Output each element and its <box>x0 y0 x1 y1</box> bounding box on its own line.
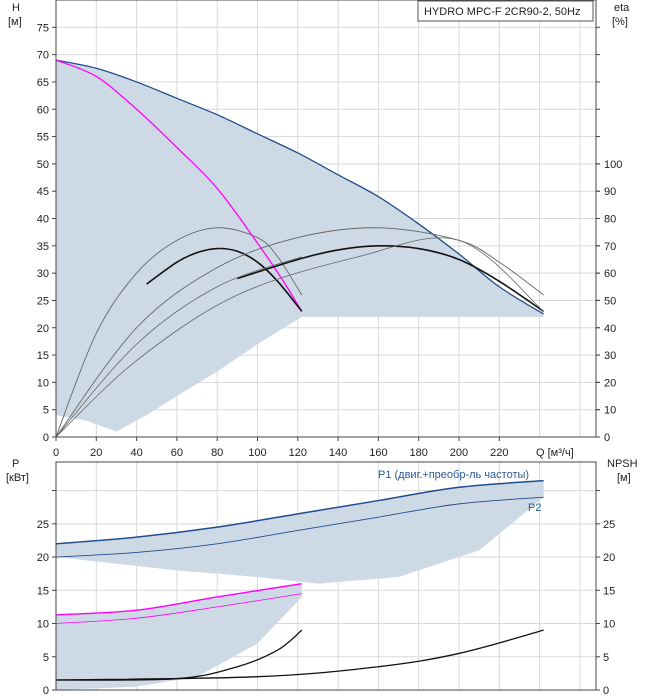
y-tick-label: 10 <box>37 619 49 631</box>
series-p1 <box>55 479 544 545</box>
y-tick-label: 70 <box>37 50 49 62</box>
y-tick-label: 15 <box>37 585 49 597</box>
y-tick-label: 5 <box>43 405 49 417</box>
y-tick-label: 20 <box>37 323 49 335</box>
y2-tick-label: 5 <box>603 652 609 664</box>
series-npsh-1 <box>55 629 303 681</box>
y2-tick-label: 30 <box>604 350 616 362</box>
y-tick-label: 40 <box>37 214 49 226</box>
series-eta-low-1 <box>55 256 302 438</box>
y2-tick-label: 20 <box>604 377 616 389</box>
y-tick-label: 25 <box>37 519 49 531</box>
chart-title: HYDRO MPC-F 2CR90-2, 50Hz <box>424 6 580 18</box>
y-tick-label: 75 <box>37 22 49 34</box>
y2-tick-label: 10 <box>604 405 616 417</box>
y-tick-label: 30 <box>37 268 49 280</box>
x-tick-label: 0 <box>53 447 59 459</box>
y2-tick-label: 40 <box>604 323 616 335</box>
y2-unit-eta: [%] <box>612 16 628 28</box>
y-label-p: P <box>12 458 19 470</box>
y-tick-label: 35 <box>37 241 49 253</box>
y2-tick-label: 0 <box>604 432 610 444</box>
series-h-min <box>55 59 303 312</box>
x-tick-label: 20 <box>90 447 102 459</box>
series-h-max <box>55 59 544 315</box>
y2-tick-label: 0 <box>603 685 609 697</box>
power-npsh-chart: 0 0 5 5 10 10 15 15 20 20 25 25 <box>37 461 615 697</box>
series-eta-1-pump-max <box>55 227 303 438</box>
x-label-q: Q [м³/ч] <box>536 447 574 459</box>
y-tick-label: 25 <box>37 295 49 307</box>
operating-region <box>56 480 544 584</box>
annotation-p2: P2 <box>528 502 541 514</box>
y2-tick-label: 90 <box>604 186 616 198</box>
y2-tick-label: 20 <box>603 552 615 564</box>
x-tick-label: 140 <box>329 447 347 459</box>
head-efficiency-chart: 0 5 10 15 20 25 30 35 40 45 50 55 60 65 70 75 0 10 20 30 40 5… <box>37 0 622 459</box>
title-box <box>417 0 594 22</box>
series-eta-2-pumps <box>237 244 545 313</box>
operating-region <box>56 583 302 690</box>
y-tick-label: 5 <box>43 652 49 664</box>
y2-tick-label: 70 <box>604 241 616 253</box>
y-tick-label: 0 <box>43 685 49 697</box>
y-tick-label: 55 <box>37 132 49 144</box>
series-p2-min <box>55 593 302 624</box>
y2-tick-label: 15 <box>603 585 615 597</box>
y2-tick-label: 60 <box>604 268 616 280</box>
y-label-h: H <box>12 2 20 14</box>
series-p2 <box>55 496 544 558</box>
series-eta-2-pumps-max <box>55 227 544 438</box>
y2-label-npsh: NPSH <box>607 458 638 470</box>
y-tick-label: 0 <box>43 432 49 444</box>
x-tick-label: 160 <box>369 447 387 459</box>
x-tick-label: 180 <box>410 447 428 459</box>
operating-region <box>56 60 544 432</box>
x-tick-label: 220 <box>490 447 508 459</box>
x-tick-label: 120 <box>289 447 307 459</box>
series-p1-min <box>55 582 302 616</box>
series-eta-1-pump <box>146 247 303 312</box>
y2-tick-label: 50 <box>604 295 616 307</box>
x-tick-label: 200 <box>450 447 468 459</box>
y-tick-label: 65 <box>37 77 49 89</box>
y-unit-p: [кВт] <box>6 472 29 484</box>
y2-tick-label: 80 <box>604 214 616 226</box>
series-npsh-2 <box>55 629 544 681</box>
y-tick-label: 50 <box>37 159 49 171</box>
y2-label-eta: eta <box>614 2 630 14</box>
plot-frame <box>55 461 597 691</box>
series-eta-low-2 <box>55 237 544 438</box>
y-unit-h: [м] <box>8 16 22 28</box>
y2-tick-label: 100 <box>604 159 622 171</box>
y-tick-label: 45 <box>37 186 49 198</box>
y2-unit-npsh: [м] <box>617 472 631 484</box>
x-tick-label: 80 <box>211 447 223 459</box>
annotation-p1: P1 (двиг.+преобр-ль частоты) <box>378 469 529 481</box>
y-tick-label: 15 <box>37 350 49 362</box>
y-tick-label: 20 <box>37 552 49 564</box>
x-tick-label: 100 <box>248 447 266 459</box>
x-tick-label: 60 <box>171 447 183 459</box>
y2-tick-label: 10 <box>603 619 615 631</box>
y-tick-label: 60 <box>37 104 49 116</box>
y-tick-label: 10 <box>37 377 49 389</box>
x-tick-label: 40 <box>130 447 142 459</box>
y2-tick-label: 25 <box>603 519 615 531</box>
